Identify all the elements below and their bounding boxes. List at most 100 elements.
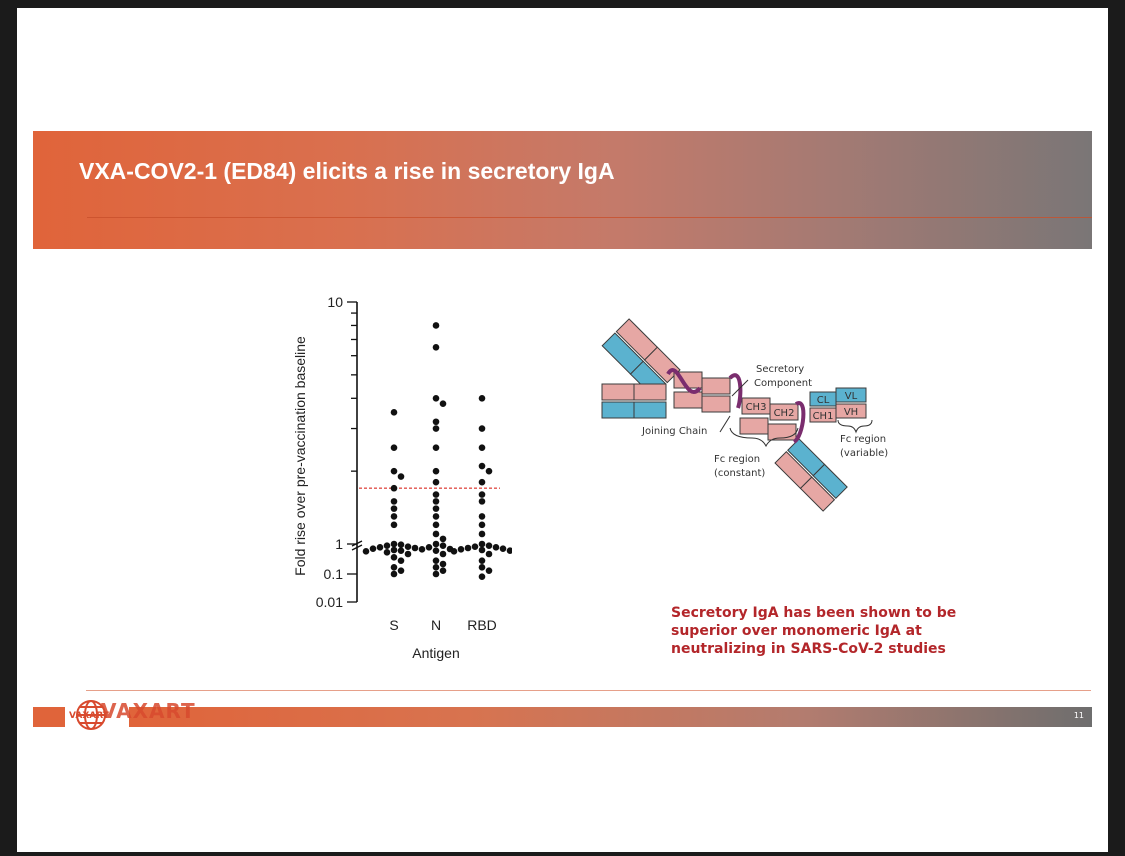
vh-label: VH (844, 407, 858, 418)
data-point-s (397, 547, 405, 554)
data-point-n (432, 513, 440, 520)
data-point-rbd (464, 544, 472, 552)
data-point-rbd (478, 573, 486, 581)
y-tick-label: 1 (335, 536, 343, 552)
vl-label: VL (845, 391, 858, 402)
ch1-label: CH1 (813, 411, 834, 422)
data-point-n (432, 521, 440, 529)
data-point-s (390, 521, 398, 529)
data-point-n (439, 560, 447, 568)
axis-break (351, 540, 363, 547)
data-point-s (383, 542, 391, 549)
joining-chain-label: Joining Chain (641, 426, 707, 437)
data-point-n (432, 444, 440, 451)
data-point-rbd (478, 444, 486, 451)
data-point-rbd (485, 467, 493, 475)
y-tick-label: 0.1 (324, 566, 344, 582)
data-point-rbd (478, 540, 486, 548)
data-point-rbd (478, 425, 486, 432)
data-point-rbd (478, 564, 486, 571)
data-point-s (397, 473, 405, 480)
data-point-rbd (478, 491, 486, 498)
data-point-s (404, 543, 412, 550)
secretory-label-2: Component (754, 378, 812, 389)
data-point-n (432, 343, 440, 351)
ch2-block (769, 403, 799, 421)
data-point-rbd (478, 498, 486, 505)
data-point-s (390, 513, 398, 520)
data-point-rbd (478, 557, 486, 564)
x-tick-label: S (389, 617, 398, 633)
footer-divider (86, 690, 1091, 691)
footer-accent-block (33, 707, 65, 727)
data-point-n (432, 530, 440, 538)
data-point-rbd (499, 545, 507, 552)
secretory-iga-diagram: CH3 CH2 CL VL CH1 VH Secretory Component… (601, 318, 888, 512)
data-point-n (432, 557, 440, 564)
chart-points (362, 322, 512, 581)
data-point-n (432, 395, 440, 402)
data-point-n (432, 564, 440, 571)
data-point-s (390, 540, 398, 548)
data-point-rbd (485, 542, 493, 549)
data-point-s (390, 409, 398, 416)
data-point-n (439, 535, 447, 543)
chart-axes: 10 1 0.1 0.01 S N RBD (316, 294, 500, 633)
y-tick-label: 0.01 (316, 594, 343, 610)
data-point-n (439, 567, 447, 574)
data-point-s (390, 467, 398, 475)
title-band: VXA-COV2-1 (ED84) elicits a rise in secr… (33, 131, 1092, 249)
secretory-label-1: Secretory (756, 364, 804, 375)
data-point-n (439, 550, 447, 558)
page-number: 11 (1073, 711, 1084, 720)
data-point-n (432, 478, 440, 486)
data-point-n (432, 505, 440, 512)
data-point-rbd (485, 550, 493, 558)
vaxart-logo: VAXART VAXART (69, 695, 229, 735)
data-point-s (390, 570, 398, 578)
x-tick-label: N (431, 617, 441, 633)
axis-break (351, 544, 363, 551)
data-point-s (369, 545, 377, 552)
data-point-n (432, 547, 440, 554)
fc-constant-label-2: (constant) (714, 468, 765, 479)
data-point-n (425, 544, 433, 551)
ch2-label: CH2 (774, 408, 795, 419)
data-point-s (390, 444, 398, 451)
data-point-s (390, 498, 398, 505)
data-point-n (432, 467, 440, 475)
globe-logo-icon (76, 700, 106, 730)
x-tick-label: RBD (467, 617, 497, 633)
data-point-n (432, 491, 440, 498)
data-point-rbd (478, 513, 486, 520)
data-point-rbd (478, 478, 486, 486)
data-point-rbd (478, 395, 486, 402)
data-point-s (397, 557, 405, 564)
data-point-s (390, 546, 398, 554)
data-point-s (411, 544, 419, 552)
data-point-n (432, 425, 440, 432)
logo-wordmark-small: VAXART (69, 711, 109, 721)
data-point-n (432, 540, 440, 548)
x-axis-label: Antigen (412, 645, 459, 661)
data-point-rbd (478, 530, 486, 538)
data-point-rbd (485, 567, 493, 574)
data-point-n (439, 400, 447, 407)
data-point-rbd (506, 547, 512, 554)
data-point-rbd (450, 548, 458, 555)
data-point-s (404, 550, 412, 558)
ch3-label: CH3 (746, 402, 767, 413)
data-point-n (432, 570, 440, 578)
data-point-s (397, 567, 405, 574)
slide-title: VXA-COV2-1 (ED84) elicits a rise in secr… (79, 158, 615, 184)
data-point-rbd (457, 546, 465, 553)
data-point-rbd (492, 544, 500, 551)
y-tick-label: 10 (327, 294, 343, 310)
data-point-s (383, 549, 391, 556)
data-point-s (418, 546, 426, 553)
caption-text: Secretory IgA has been shown to be super… (671, 605, 957, 657)
data-point-s (397, 541, 405, 548)
data-point-n (432, 322, 440, 329)
data-point-n (439, 542, 447, 549)
title-divider (87, 217, 1092, 218)
